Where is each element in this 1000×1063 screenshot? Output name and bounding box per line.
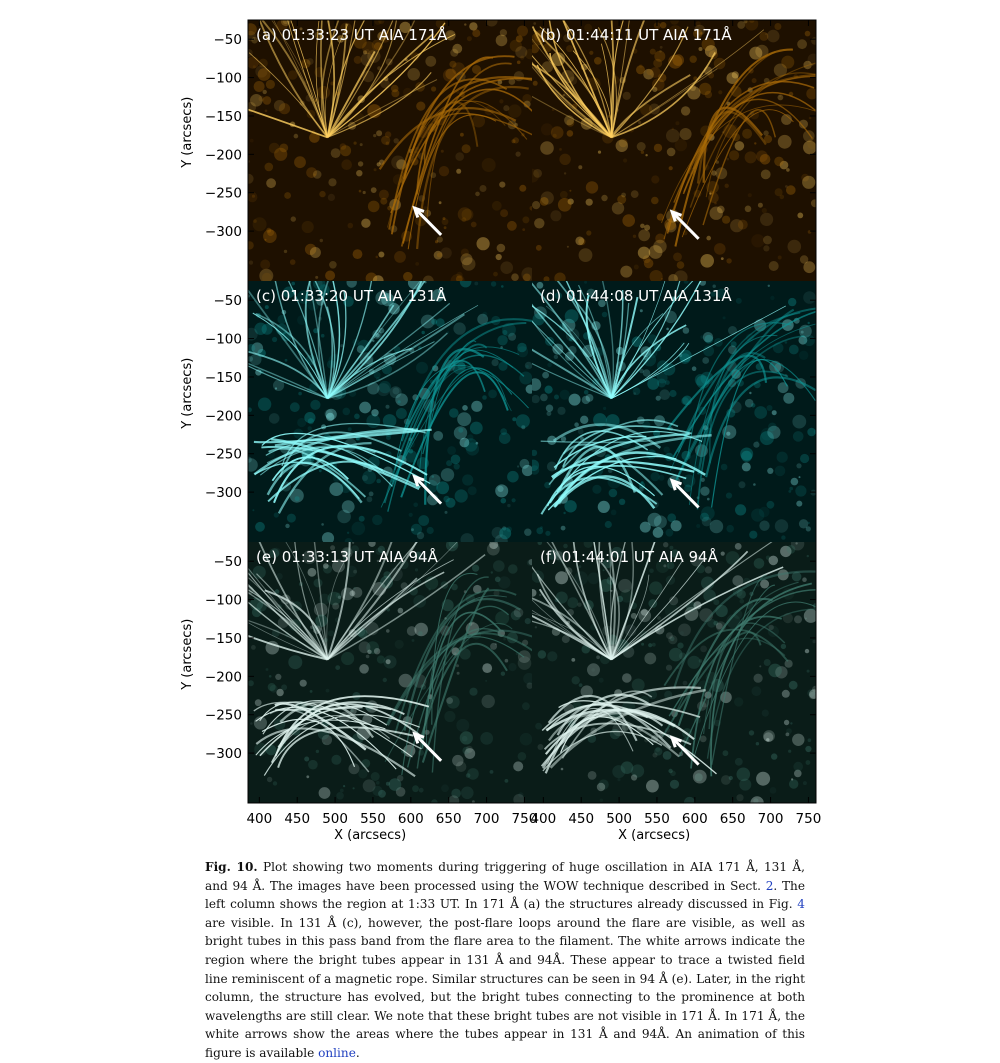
panel-b: (b) 01:44:11 UT AIA 171Å (532, 20, 816, 281)
coronal-loops (248, 20, 532, 250)
white-arrow (669, 209, 700, 240)
coronal-loops (532, 542, 816, 777)
plot-frame (247, 19, 817, 804)
white-arrow (412, 474, 443, 505)
y-tick-label: −50 (214, 293, 243, 309)
caption-online-link[interactable]: online (318, 1045, 356, 1060)
image-panels: (a) 01:33:23 UT AIA 171Å (b) 01:44:11 UT … (248, 20, 816, 803)
y-tick-label: −50 (214, 554, 243, 570)
x-tick-label: 650 (720, 811, 746, 827)
x-tick-label: 600 (682, 811, 708, 827)
y-tick-label: −50 (214, 32, 243, 48)
panel-label: (f) 01:44:01 UT AIA 94Å (540, 547, 719, 566)
panel-c: (c) 01:33:20 UT AIA 131Å (248, 281, 532, 542)
x-tick-label: 400 (246, 811, 272, 827)
caption-ref-fig[interactable]: 4 (797, 897, 805, 912)
panel-d: (d) 01:44:08 UT AIA 131Å (532, 281, 816, 542)
y-tick-label: −150 (205, 370, 242, 386)
panel-label: (d) 01:44:08 UT AIA 131Å (540, 286, 732, 305)
coronal-loops (248, 542, 532, 778)
caption-text-4: . (355, 1045, 360, 1060)
white-arrow (669, 478, 700, 509)
figure: (a) 01:33:23 UT AIA 171Å (b) 01:44:11 UT … (180, 19, 822, 843)
panel-label: (c) 01:33:20 UT AIA 131Å (256, 286, 447, 305)
y-tick-label: −250 (205, 447, 242, 463)
x-axis-title: X (arcsecs) (334, 828, 406, 843)
y-tick-label: −300 (205, 746, 242, 762)
y-tick-label: −300 (205, 485, 242, 501)
x-tick-label: 700 (758, 811, 784, 827)
x-tick-label: 550 (644, 811, 670, 827)
panel-label: (b) 01:44:11 UT AIA 171Å (540, 25, 732, 44)
caption-text-3: are visible. In 131 Å (c), however, the … (205, 915, 805, 1060)
caption-text-1: Plot showing two moments during triggeri… (205, 860, 805, 893)
y-tick-label: −100 (205, 332, 242, 348)
x-tick-label: 750 (512, 811, 538, 827)
panel-a: (a) 01:33:23 UT AIA 171Å (248, 20, 532, 281)
x-tick-label: 500 (606, 811, 632, 827)
y-tick-label: −200 (205, 408, 242, 424)
y-tick-label: −150 (205, 109, 242, 125)
y-tick-label: −250 (205, 186, 242, 202)
caption-fig-label: Fig. 10. (205, 860, 258, 874)
white-arrow (412, 731, 443, 762)
figure-caption: Fig. 10. Plot showing two moments during… (205, 858, 805, 1063)
y-tick-label: −200 (205, 147, 242, 163)
panel-label: (e) 01:33:13 UT AIA 94Å (256, 547, 439, 566)
panel-background (248, 20, 532, 281)
caption-text-2: . The left column shows the region at 1:… (205, 878, 805, 912)
x-tick-label: 700 (474, 811, 500, 827)
y-axis-title: Y (arcsecs) (180, 358, 195, 430)
caption-ref-sect[interactable]: 2 (765, 878, 774, 893)
x-tick-label: 500 (322, 811, 348, 827)
y-tick-label: −200 (205, 669, 242, 685)
white-arrow (412, 205, 443, 236)
coronal-loops (532, 20, 816, 247)
panel-e: (e) 01:33:13 UT AIA 94Å (248, 542, 532, 803)
x-tick-label: 750 (796, 811, 822, 827)
y-tick-label: −250 (205, 708, 242, 724)
coronal-loops (532, 281, 816, 515)
panel-background (532, 20, 816, 281)
x-tick-label: 600 (398, 811, 424, 827)
y-tick-label: −100 (205, 593, 242, 609)
x-tick-label: 450 (284, 811, 310, 827)
panel-label: (a) 01:33:23 UT AIA 171Å (256, 25, 448, 44)
y-axis-title: Y (arcsecs) (180, 97, 195, 169)
white-arrow (669, 735, 700, 766)
x-tick-label: 450 (568, 811, 594, 827)
y-tick-label: −150 (205, 631, 242, 647)
x-tick-label: 400 (530, 811, 556, 827)
x-tick-label: 650 (436, 811, 462, 827)
axes: −50 −100 −150 −200 −250 −300 Y (arcsecs) −50 −10… (180, 19, 822, 843)
x-tick-label: 550 (360, 811, 386, 827)
panel-texture (532, 20, 816, 281)
panel-texture (248, 281, 532, 542)
coronal-loops (248, 281, 532, 514)
x-axis-title: X (arcsecs) (618, 828, 690, 843)
y-axis-title: Y (arcsecs) (180, 619, 195, 691)
y-tick-label: −100 (205, 71, 242, 87)
panel-f: (f) 01:44:01 UT AIA 94Å (532, 542, 816, 803)
y-tick-label: −300 (205, 224, 242, 240)
